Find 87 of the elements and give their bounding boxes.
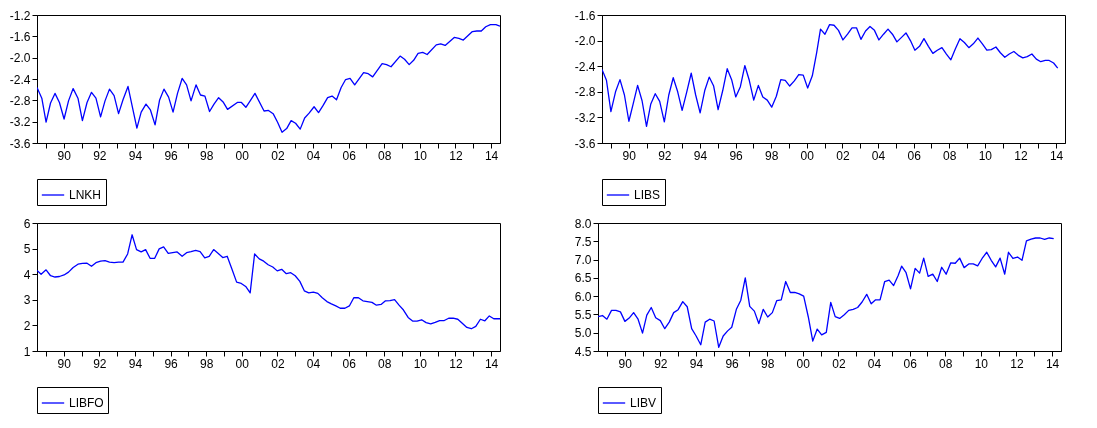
x-tick-label: 14	[484, 148, 499, 163]
y-tick-label: -3.2	[9, 115, 31, 130]
x-tick-label: 04	[867, 356, 882, 371]
x-tick-label: 96	[164, 356, 179, 371]
x-tick-label: 14	[484, 356, 499, 371]
x-tick-label: 14	[1045, 356, 1060, 371]
y-tick-label: 5.5	[574, 307, 592, 322]
y-tick-label: 2	[23, 318, 31, 333]
x-tick-label: 02	[271, 356, 285, 371]
y-tick-label: -1.6	[9, 29, 31, 44]
y-tick-label: 6.0	[574, 289, 592, 304]
x-tick-label: 00	[796, 356, 811, 371]
legend-label: LIBFO	[69, 396, 104, 410]
y-tick-label: -3.6	[9, 136, 31, 151]
x-tick-label: 96	[725, 356, 740, 371]
x-tick-label: 12	[1014, 148, 1028, 163]
x-tick-label: 90	[57, 356, 72, 371]
legend-label: LNKH	[69, 188, 102, 202]
x-tick-label: 06	[907, 148, 922, 163]
x-tick-label: 90	[57, 148, 72, 163]
y-tick-label: -3.2	[574, 110, 596, 125]
x-tick-label: 00	[235, 356, 250, 371]
y-tick-label: 4.5	[574, 344, 592, 359]
x-tick-label: 96	[729, 148, 744, 163]
x-tick-label: 06	[342, 356, 357, 371]
y-tick-label: 7.0	[574, 253, 592, 268]
x-tick-label: 10	[413, 148, 428, 163]
x-tick-label: 04	[306, 148, 321, 163]
y-tick-label: -2.8	[574, 85, 596, 100]
y-tick-label: -2.4	[574, 59, 596, 74]
y-tick-label: -3.6	[574, 136, 596, 151]
y-tick-label: -2.8	[9, 93, 31, 108]
x-tick-label: 90	[618, 356, 633, 371]
x-tick-label: 14	[1049, 148, 1064, 163]
x-tick-label: 00	[235, 148, 250, 163]
y-tick-label: 8.0	[574, 216, 592, 231]
x-tick-label: 92	[658, 148, 672, 163]
line-series	[37, 234, 500, 330]
y-tick-label: 6	[23, 216, 31, 231]
x-tick-label: 98	[199, 148, 214, 163]
x-tick-label: 08	[939, 356, 953, 371]
y-tick-label: 1	[23, 344, 31, 359]
line-series	[37, 23, 500, 133]
y-tick-label: 5	[23, 242, 31, 257]
x-tick-label: 00	[800, 148, 815, 163]
x-tick-label: 12	[1010, 356, 1024, 371]
x-tick-label: 12	[449, 356, 463, 371]
y-tick-label: -1.6	[574, 8, 596, 23]
y-tick-label: 5.0	[574, 326, 592, 341]
x-tick-label: 94	[128, 356, 143, 371]
y-tick-label: -2.4	[9, 72, 31, 87]
y-tick-label: -1.2	[9, 8, 31, 23]
y-tick-label: -2.0	[9, 51, 31, 66]
x-tick-label: 02	[832, 356, 846, 371]
x-tick-label: 06	[903, 356, 918, 371]
x-tick-label: 98	[199, 356, 214, 371]
x-tick-label: 10	[978, 148, 993, 163]
y-tick-label: 6.5	[574, 271, 592, 286]
x-tick-label: 04	[871, 148, 886, 163]
line-series	[602, 23, 1059, 128]
x-tick-label: 96	[164, 148, 179, 163]
x-tick-label: 02	[271, 148, 285, 163]
x-tick-label: 94	[128, 148, 143, 163]
x-tick-label: 06	[342, 148, 357, 163]
line-series	[598, 237, 1055, 348]
x-tick-label: 12	[449, 148, 463, 163]
y-tick-label: 4	[23, 267, 31, 282]
x-tick-label: 92	[93, 356, 107, 371]
x-tick-label: 08	[943, 148, 957, 163]
y-tick-label: 7.5	[574, 234, 592, 249]
x-tick-label: 98	[760, 356, 775, 371]
legend-label: LIBV	[630, 396, 657, 410]
x-tick-label: 94	[689, 356, 704, 371]
legend-label: LIBS	[634, 188, 661, 202]
x-tick-label: 98	[764, 148, 779, 163]
x-tick-label: 08	[378, 148, 392, 163]
x-tick-label: 04	[306, 356, 321, 371]
y-tick-label: -2.0	[574, 34, 596, 49]
y-tick-label: 3	[23, 293, 31, 308]
x-tick-label: 10	[413, 356, 428, 371]
x-tick-label: 02	[836, 148, 850, 163]
x-tick-label: 94	[693, 148, 708, 163]
x-tick-label: 92	[654, 356, 668, 371]
x-tick-label: 08	[378, 356, 392, 371]
x-tick-label: 92	[93, 148, 107, 163]
x-tick-label: 10	[974, 356, 989, 371]
x-tick-label: 90	[622, 148, 637, 163]
